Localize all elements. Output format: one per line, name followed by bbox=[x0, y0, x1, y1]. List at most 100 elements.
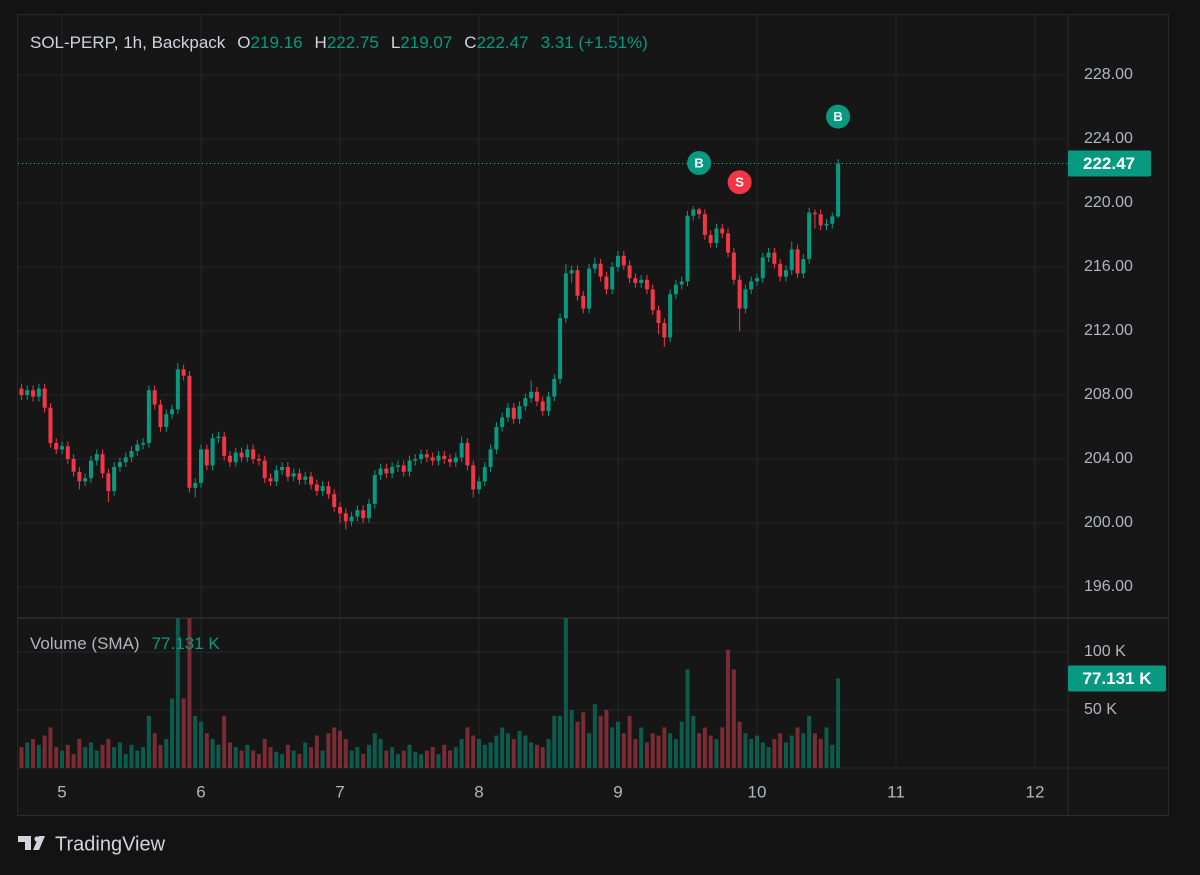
candle-body bbox=[309, 476, 314, 485]
volume-bar bbox=[285, 744, 290, 768]
volume-bar bbox=[199, 721, 204, 768]
volume-bar bbox=[407, 744, 412, 768]
trade-marker-label: B bbox=[833, 109, 842, 124]
candle-body bbox=[726, 233, 731, 253]
candle-body bbox=[401, 465, 406, 472]
volume-bar bbox=[19, 747, 24, 768]
y-tick-label: 196.00 bbox=[1084, 578, 1133, 595]
volume-bar bbox=[465, 727, 470, 768]
candle-body bbox=[256, 458, 261, 461]
candle-body bbox=[378, 468, 383, 475]
candle-body bbox=[598, 263, 603, 277]
candle-body bbox=[482, 466, 487, 482]
candle-body bbox=[268, 478, 273, 482]
candle-body bbox=[691, 209, 696, 216]
candle-body bbox=[210, 438, 215, 466]
candle-body bbox=[552, 378, 557, 397]
x-tick-label: 8 bbox=[474, 782, 483, 801]
trade-marker bbox=[687, 150, 712, 175]
candle-body bbox=[754, 278, 759, 282]
candle-body bbox=[471, 465, 476, 490]
volume-bar bbox=[384, 750, 389, 768]
volume-bar bbox=[650, 733, 655, 768]
candle-body bbox=[587, 268, 592, 309]
grid bbox=[18, 15, 1068, 768]
volume-bar bbox=[65, 744, 70, 768]
volume-bar bbox=[795, 727, 800, 768]
candle-body bbox=[112, 466, 117, 491]
ohlc-label: H bbox=[315, 33, 327, 52]
candle-body bbox=[477, 481, 482, 490]
volume-bar bbox=[726, 649, 731, 768]
volume-bar bbox=[477, 738, 482, 768]
y-tick-label: 228.00 bbox=[1084, 66, 1133, 83]
volume-bar bbox=[36, 744, 41, 768]
candle-body bbox=[25, 390, 30, 395]
candle-body bbox=[291, 473, 296, 477]
y-tick-label: 212.00 bbox=[1084, 322, 1133, 339]
volume-bar bbox=[164, 738, 169, 768]
candle-body bbox=[338, 506, 343, 514]
volume-bar bbox=[656, 735, 661, 768]
candle-body bbox=[453, 457, 458, 463]
last-volume-tag bbox=[1068, 665, 1166, 692]
volume-bar bbox=[529, 742, 534, 768]
volume-bar bbox=[251, 750, 256, 768]
candle-body bbox=[349, 516, 354, 522]
candle-body bbox=[19, 388, 24, 395]
volume-bar bbox=[129, 744, 134, 768]
volume-bar bbox=[563, 618, 568, 768]
candle-body bbox=[372, 474, 377, 504]
volume-bar bbox=[720, 727, 725, 768]
candle-body bbox=[65, 446, 70, 459]
volume-bar bbox=[616, 721, 620, 768]
volume-bar bbox=[83, 747, 88, 768]
volume-bar bbox=[662, 727, 667, 768]
ohlc-value: 222.75 bbox=[327, 33, 379, 52]
volume-bar bbox=[291, 750, 296, 768]
watermark: TradingView bbox=[55, 833, 166, 855]
chart-title: SOL-PERP, 1h, Backpack bbox=[30, 33, 226, 52]
candle-body bbox=[465, 442, 470, 466]
candle-body bbox=[390, 466, 395, 474]
candle-body bbox=[534, 391, 539, 402]
candle-body bbox=[772, 252, 777, 264]
candle-body bbox=[650, 289, 655, 311]
y-tick-label: 224.00 bbox=[1084, 130, 1133, 147]
candle-body bbox=[824, 223, 829, 226]
candle-body bbox=[135, 444, 140, 451]
change: 3.31 (+1.51%) bbox=[541, 33, 648, 52]
volume-bar bbox=[419, 754, 424, 768]
volume-bar bbox=[488, 742, 493, 768]
candle-body bbox=[737, 279, 742, 309]
candle-body bbox=[639, 279, 644, 283]
candle-body bbox=[702, 214, 707, 235]
volume-bar bbox=[558, 715, 563, 768]
candle-body bbox=[251, 449, 256, 459]
volume-bar bbox=[523, 735, 528, 768]
volume-bar bbox=[181, 698, 186, 768]
volume-bar bbox=[482, 744, 487, 768]
candle-body bbox=[500, 417, 505, 427]
price-pane: B S B bbox=[19, 104, 851, 530]
candle-body bbox=[297, 473, 302, 480]
last-volume-label: 77.131 K bbox=[1083, 669, 1153, 688]
volume-bar bbox=[714, 738, 719, 768]
volume-bar bbox=[390, 747, 395, 768]
volume-bar bbox=[783, 742, 788, 768]
candle-body bbox=[343, 513, 348, 522]
volume-bar bbox=[453, 747, 458, 768]
candle-body bbox=[523, 398, 528, 407]
candle-body bbox=[141, 442, 146, 445]
candle-body bbox=[714, 228, 719, 243]
x-tick-label: 6 bbox=[196, 782, 205, 801]
x-tick-label: 7 bbox=[335, 782, 344, 801]
candle-body bbox=[280, 466, 285, 471]
candle-body bbox=[123, 457, 128, 463]
volume-bar bbox=[766, 747, 771, 768]
volume-bar bbox=[338, 730, 343, 768]
volume-bar bbox=[731, 669, 736, 768]
y-tick-label: 204.00 bbox=[1084, 450, 1133, 467]
candle-body bbox=[193, 482, 198, 488]
volume-bar bbox=[697, 733, 702, 768]
